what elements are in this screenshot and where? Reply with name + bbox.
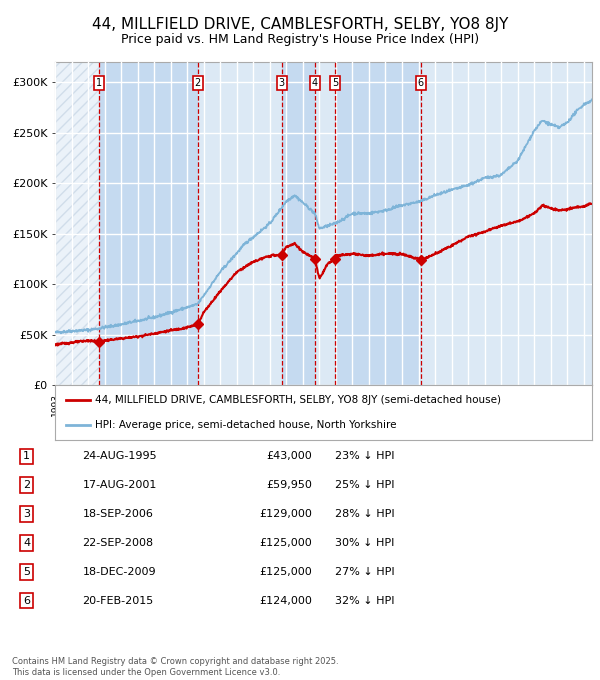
Text: 6: 6	[23, 596, 30, 606]
Text: £59,950: £59,950	[266, 480, 312, 490]
Text: £125,000: £125,000	[259, 538, 312, 548]
Text: £125,000: £125,000	[259, 566, 312, 577]
Text: £43,000: £43,000	[266, 452, 312, 462]
Text: 5: 5	[332, 78, 338, 88]
Bar	[335, 62, 421, 385]
Text: 18-DEC-2009: 18-DEC-2009	[82, 566, 156, 577]
Text: HPI: Average price, semi-detached house, North Yorkshire: HPI: Average price, semi-detached house,…	[95, 420, 397, 430]
Text: 28% ↓ HPI: 28% ↓ HPI	[335, 509, 395, 519]
Bar	[315, 62, 335, 385]
Text: 2: 2	[194, 78, 201, 88]
Text: Price paid vs. HM Land Registry's House Price Index (HPI): Price paid vs. HM Land Registry's House …	[121, 33, 479, 46]
Text: £129,000: £129,000	[259, 509, 312, 519]
Text: 22-SEP-2008: 22-SEP-2008	[82, 538, 154, 548]
Text: 4: 4	[23, 538, 30, 548]
Text: 23% ↓ HPI: 23% ↓ HPI	[335, 452, 395, 462]
Text: 2: 2	[23, 480, 30, 490]
Bar	[55, 62, 99, 385]
Text: 5: 5	[23, 566, 30, 577]
Text: 20-FEB-2015: 20-FEB-2015	[82, 596, 154, 606]
Text: 3: 3	[278, 78, 285, 88]
Text: 1: 1	[23, 452, 30, 462]
Text: 6: 6	[418, 78, 424, 88]
Text: 18-SEP-2006: 18-SEP-2006	[82, 509, 154, 519]
Bar	[421, 62, 592, 385]
Bar	[99, 62, 197, 385]
Text: Contains HM Land Registry data © Crown copyright and database right 2025.
This d: Contains HM Land Registry data © Crown c…	[12, 657, 338, 677]
Bar	[197, 62, 281, 385]
Text: 30% ↓ HPI: 30% ↓ HPI	[335, 538, 395, 548]
Bar	[281, 62, 315, 385]
Text: 4: 4	[312, 78, 318, 88]
Text: 27% ↓ HPI: 27% ↓ HPI	[335, 566, 395, 577]
Text: 24-AUG-1995: 24-AUG-1995	[82, 452, 157, 462]
Text: 44, MILLFIELD DRIVE, CAMBLESFORTH, SELBY, YO8 8JY (semi-detached house): 44, MILLFIELD DRIVE, CAMBLESFORTH, SELBY…	[95, 395, 501, 405]
Text: 25% ↓ HPI: 25% ↓ HPI	[335, 480, 395, 490]
Text: 32% ↓ HPI: 32% ↓ HPI	[335, 596, 395, 606]
Text: £124,000: £124,000	[259, 596, 312, 606]
Text: 17-AUG-2001: 17-AUG-2001	[82, 480, 157, 490]
Text: 3: 3	[23, 509, 30, 519]
Text: 1: 1	[96, 78, 102, 88]
Text: 44, MILLFIELD DRIVE, CAMBLESFORTH, SELBY, YO8 8JY: 44, MILLFIELD DRIVE, CAMBLESFORTH, SELBY…	[92, 17, 508, 32]
